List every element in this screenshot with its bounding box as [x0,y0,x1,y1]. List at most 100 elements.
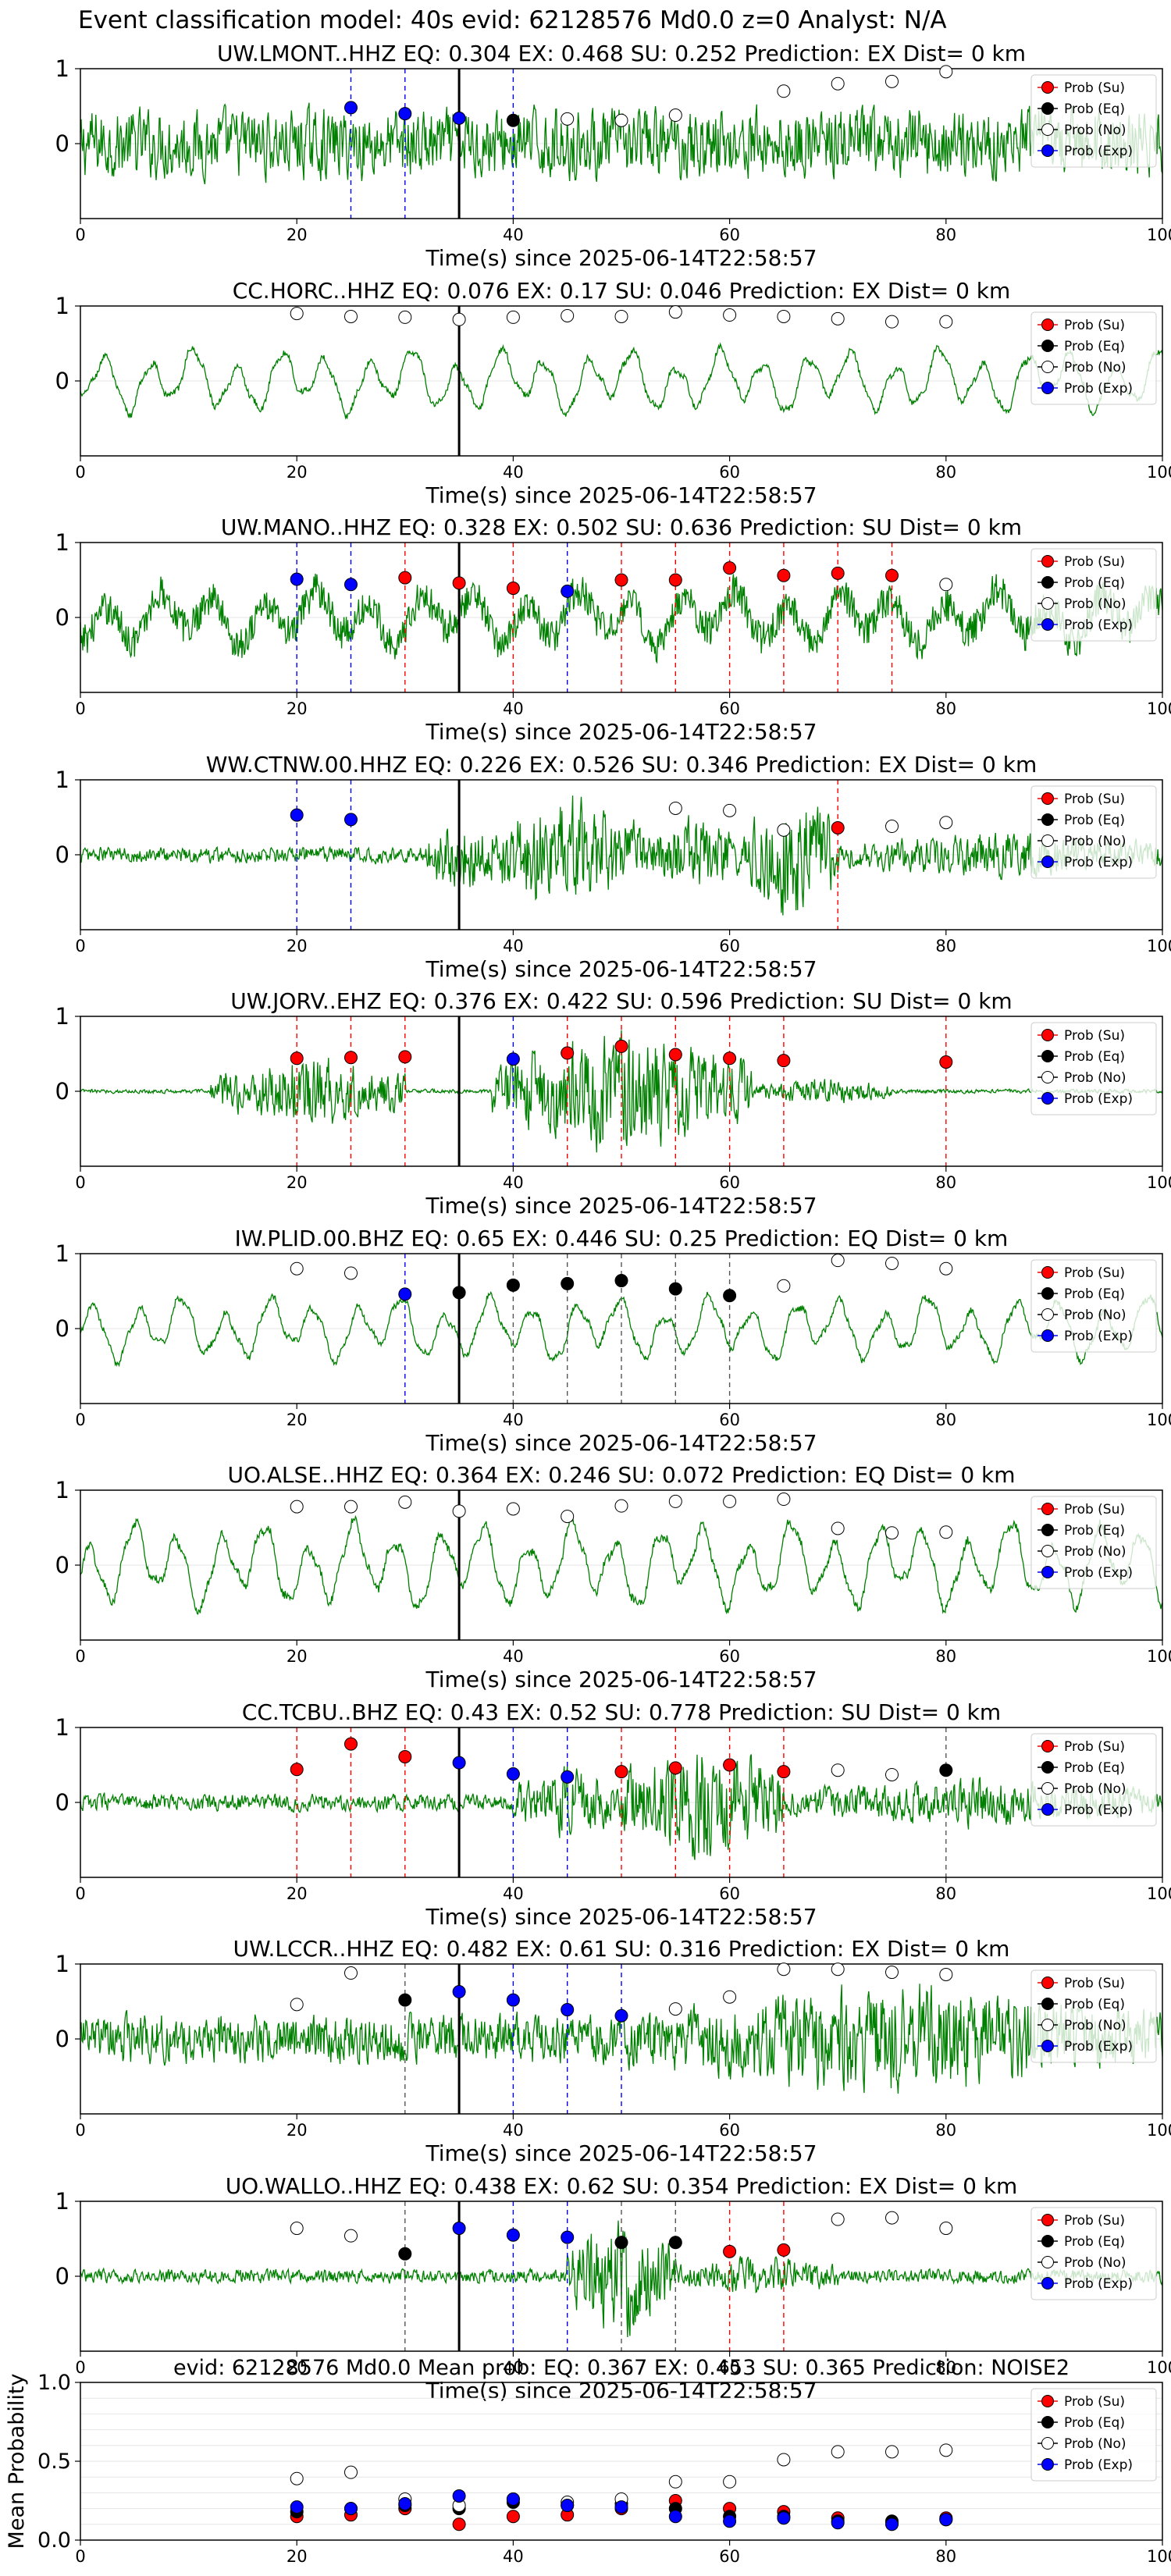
probability-point-no [831,1521,845,1535]
x-tick-label: 20 [287,2358,308,2377]
probability-point-no [398,1495,412,1509]
x-tick-label: 80 [935,463,956,482]
probability-point-eq [668,1282,682,1296]
probability-point-no [614,309,628,323]
probability-point-no [885,820,899,834]
x-tick-label: 60 [719,1647,740,1666]
x-tick-label: 60 [719,1411,740,1429]
legend-label-su: Prob (Su) [1064,1976,1125,1991]
x-tick-label: 80 [935,226,956,244]
probability-point-su [723,1051,737,1066]
legend-label-su: Prob (Su) [1064,1028,1125,1044]
probability-point-exp [344,578,358,592]
y-tick-label: 0 [55,1789,69,1816]
legend: Prob (Su) Prob (Eq) Prob (No) Prob (Exp) [1030,1969,1157,2063]
x-tick-label: 100 [1147,1173,1171,1192]
waveform-trace [80,1514,1163,1615]
probability-point-exp [561,584,575,598]
legend: Prob (Su) Prob (Eq) Prob (No) Prob (Exp) [1030,548,1157,642]
legend-marker-no [1041,2437,1054,2450]
probability-point-no [668,305,682,319]
x-tick-label: 40 [503,699,524,718]
probability-point-no [777,84,791,98]
probability-point-su [723,2244,737,2258]
legend-label-no: Prob (No) [1064,596,1127,612]
probability-point-su [668,573,682,587]
x-tick-label: 0 [75,699,85,718]
x-axis-label: Time(s) since 2025-06-14T22:58:57 [425,1193,817,1219]
legend: Prob (Su) Prob (Eq) Prob (No) Prob (Exp) [1030,785,1157,879]
waveform-trace [80,342,1163,420]
summary-panel: 0 20 40 60 80 100 0.0 0.5 1.0 evid: 62128576 Md0.… [5,2356,1171,2566]
legend-label-eq: Prob (Eq) [1064,1760,1125,1776]
y-tick-label: 0.0 [37,2528,71,2553]
x-tick-label: 0 [75,1884,85,1903]
waveform-trace [80,1030,1163,1153]
probability-point-su [506,582,520,596]
station-title: CC.HORC..HHZ EQ: 0.076 EX: 0.17 SU: 0.04… [233,278,1011,304]
probability-point-no [290,1998,304,2012]
x-tick-label: 0 [75,463,85,482]
probability-point-no [777,823,791,837]
probability-point-eq [506,1278,520,1292]
y-tick-label: 1 [55,1714,69,1741]
station-title: WW.CTNW.00.HHZ EQ: 0.226 EX: 0.526 SU: 0… [206,752,1037,777]
legend-frame [1030,2388,1157,2482]
station-title: UW.MANO..HHZ EQ: 0.328 EX: 0.502 SU: 0.6… [221,514,1022,540]
waveform-trace [80,795,1163,916]
point-exp [939,2513,953,2527]
x-tick-label: 60 [719,1173,740,1192]
probability-point-su [290,1051,304,1066]
legend-marker-su [1041,1976,1054,1989]
probability-point-no [831,311,845,326]
probability-point-no [939,578,953,592]
legend-frame [1030,785,1157,879]
point-exp [398,2497,412,2511]
probability-point-exp [452,1756,466,1770]
probability-point-eq [398,2247,412,2261]
probability-point-no [506,1502,520,1516]
probability-point-no [831,1254,845,1268]
probability-point-su [723,1758,737,1772]
legend-marker-su [1041,555,1054,568]
probability-point-no [290,307,304,321]
x-tick-label: 100 [1147,463,1171,482]
probability-point-no [561,308,575,322]
legend: Prob (Su) Prob (Eq) Prob (No) Prob (Exp) [1030,1022,1157,1115]
legend-label-eq: Prob (Eq) [1064,813,1125,828]
legend-marker-exp [1041,2040,1054,2052]
probability-point-eq [561,1276,575,1290]
probability-point-no [614,113,628,127]
x-tick-label: 20 [287,1647,308,1666]
legend-label-su: Prob (Su) [1064,792,1125,807]
legend-label-no: Prob (No) [1064,2255,1127,2271]
station-title: UW.LCCR..HHZ EQ: 0.482 EX: 0.61 SU: 0.31… [233,1936,1010,1962]
legend-label-no: Prob (No) [1064,1308,1127,1323]
point-no [344,2465,358,2479]
station-title: UO.WALLO..HHZ EQ: 0.438 EX: 0.62 SU: 0.3… [226,2173,1018,2199]
y-tick-label: 0 [55,1078,69,1105]
legend-marker-no [1041,1308,1054,1321]
x-tick-label: 100 [1147,2121,1171,2140]
x-tick-label: 100 [1147,1411,1171,1429]
probability-point-no [939,1261,953,1276]
probability-point-no [939,315,953,329]
x-tick-label: 20 [287,1411,308,1429]
legend-label-exp: Prob (Exp) [1064,144,1133,159]
station-panel-6: 0 20 40 60 80 100 0 1 IW.PLID.00.BHZ EQ: 0.65 EX… [55,1226,1171,1456]
probability-point-no [561,1510,575,1524]
probability-point-no [723,803,737,817]
x-tick-label: 40 [503,1411,524,1429]
probability-point-su [614,1039,628,1053]
legend-label-no: Prob (No) [1064,1544,1127,1560]
probability-point-no [885,1966,899,1980]
probability-point-no [831,1962,845,1976]
probability-point-no [885,1767,899,1781]
x-tick-label: 100 [1147,699,1171,718]
legend: Prob (Su) Prob (Eq) Prob (No) Prob (Exp) [1030,74,1157,168]
legend-marker-no [1041,1782,1054,1795]
legend-label-no: Prob (No) [1064,2436,1127,2452]
probability-point-exp [561,2230,575,2244]
legend-label-no: Prob (No) [1064,1070,1127,1086]
x-tick-label: 80 [935,1173,956,1192]
